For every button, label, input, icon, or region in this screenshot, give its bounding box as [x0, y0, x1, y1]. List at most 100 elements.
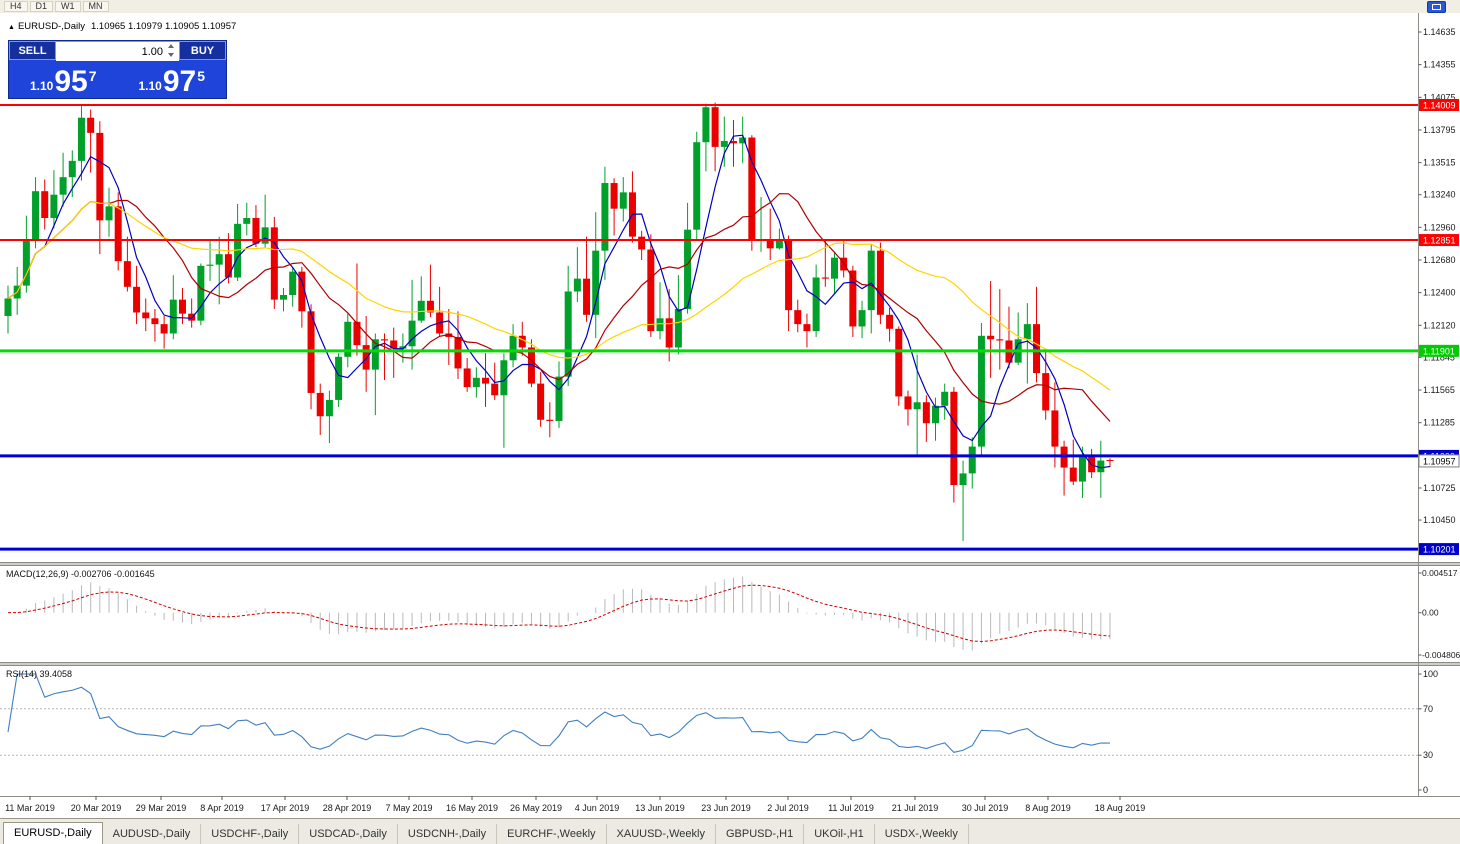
chart-tab-usdcnh-daily[interactable]: USDCNH-,Daily [398, 824, 498, 844]
volume-field [56, 41, 179, 61]
rsi-indicator-label: RSI(14) 39.4058 [6, 669, 73, 679]
svg-text:1.10450: 1.10450 [1423, 515, 1456, 525]
chart-tab-eurusd-daily[interactable]: EURUSD-,Daily [3, 822, 103, 844]
time-axis-label: 30 Jul 2019 [962, 803, 1009, 813]
svg-text:1.12120: 1.12120 [1423, 320, 1456, 330]
time-axis-label: 11 Jul 2019 [828, 803, 874, 813]
price-tag-1.14009: 1.14009 [1419, 99, 1459, 112]
sell-price-pip: 7 [88, 68, 97, 84]
chart-background [0, 13, 1460, 818]
chart-tab-ukoil-h1[interactable]: UKOil-,H1 [804, 824, 875, 844]
buy-price-big-digits: 97 [162, 65, 197, 98]
macd-scale-label: 0.00 [1422, 608, 1439, 618]
time-axis-label: 11 Mar 2019 [5, 803, 55, 813]
time-axis-label: 7 May 2019 [385, 803, 432, 813]
rsi-scale-label: 30 [1423, 750, 1433, 760]
ma-12-line [7, 193, 1111, 422]
macd-histogram [16, 576, 1111, 651]
timeframe-button-d1[interactable]: D1 [29, 1, 54, 12]
chart-ohlc-values: 1.10965 1.10979 1.10905 1.10957 [90, 21, 237, 32]
svg-text:1.10725: 1.10725 [1423, 483, 1456, 493]
macd-scale-label: 0.004517 [1422, 568, 1458, 578]
buy-price-display[interactable]: 1.10 97 5 [118, 60, 227, 98]
price-tag-1.11901: 1.11901 [1419, 344, 1459, 357]
time-axis-label: 23 Jun 2019 [701, 803, 751, 813]
buy-price-prefix: 1.10 [138, 79, 162, 93]
volume-input[interactable] [56, 43, 179, 61]
buy-price-pip: 5 [197, 68, 206, 84]
svg-text:1.12680: 1.12680 [1423, 255, 1456, 265]
chart-tab-usdchf-daily[interactable]: USDCHF-,Daily [201, 824, 300, 844]
sell-button[interactable]: SELL [9, 41, 56, 60]
timeframe-toolbar: H4 D1 W1 MN [0, 0, 1460, 14]
sell-price-display[interactable]: 1.10 95 7 [9, 60, 118, 98]
time-axis-label: 2 Jul 2019 [767, 803, 809, 813]
svg-text:1.10201: 1.10201 [1423, 545, 1456, 555]
macd-indicator-label: MACD(12,26,9) -0.002706 -0.001645 [6, 569, 155, 579]
chart-tab-gbpusd-h1[interactable]: GBPUSD-,H1 [716, 824, 805, 844]
svg-text:1.13515: 1.13515 [1423, 158, 1456, 168]
svg-text:1.12400: 1.12400 [1423, 288, 1456, 298]
ma-5-line [7, 134, 1111, 469]
volume-decrease-icon[interactable] [168, 53, 174, 57]
time-axis-label: 8 Aug 2019 [1025, 803, 1071, 813]
svg-text:1.14075: 1.14075 [1423, 92, 1456, 102]
svg-text:1.11901: 1.11901 [1423, 346, 1455, 356]
price-tag-1.12851: 1.12851 [1419, 234, 1459, 247]
time-axis[interactable]: 11 Mar 2019 20 Mar 2019 29 Mar 2019 8 Apr 2… [5, 796, 1145, 813]
one-click-collapse-arrow-icon[interactable]: ▲ [8, 24, 15, 31]
chart-tab-xauusd-weekly[interactable]: XAUUSD-,Weekly [607, 824, 716, 844]
timeframe-buttons: H4 D1 W1 MN [0, 0, 111, 13]
price-tag-1.10957: 1.10957 [1418, 454, 1460, 468]
svg-text:1.14009: 1.14009 [1423, 101, 1456, 111]
svg-text:1.13795: 1.13795 [1423, 125, 1456, 135]
rsi-scale-label: 70 [1423, 704, 1433, 714]
svg-text:1.11565: 1.11565 [1423, 385, 1455, 395]
time-axis-label: 28 Apr 2019 [323, 803, 372, 813]
time-axis-label: 18 Aug 2019 [1095, 803, 1146, 813]
time-axis-label: 17 Apr 2019 [261, 803, 310, 813]
pane-divider-0[interactable] [0, 562, 1460, 566]
chart-title: ▲ EURUSD-,Daily 1.10965 1.10979 1.10905 1.… [8, 21, 236, 32]
svg-text:1.12851: 1.12851 [1423, 236, 1456, 246]
rsi-scale-label: 100 [1423, 669, 1438, 679]
price-chart-canvas[interactable]: 1.14635 1.14355 1.14075 1.13795 1.13515 1.132… [0, 13, 1460, 818]
candles-layer [4, 102, 1114, 542]
macd-scale-label: -0.004806 [1422, 650, 1460, 660]
time-axis-label: 20 Mar 2019 [71, 803, 122, 813]
time-axis-label: 4 Jun 2019 [575, 803, 620, 813]
sell-price-big-digits: 95 [54, 65, 88, 98]
volume-increase-icon[interactable] [168, 44, 174, 48]
chart-tab-audusd-daily[interactable]: AUDUSD-,Daily [103, 824, 202, 844]
time-axis-label: 29 Mar 2019 [136, 803, 187, 813]
svg-text:1.13240: 1.13240 [1423, 190, 1456, 200]
rsi-scale-label: 0 [1423, 785, 1428, 795]
time-axis-label: 13 Jun 2019 [635, 803, 685, 813]
timeframe-button-w1[interactable]: W1 [55, 1, 81, 12]
buy-button[interactable]: BUY [179, 41, 226, 60]
time-axis-label: 26 May 2019 [510, 803, 562, 813]
window-restore-button[interactable] [1427, 1, 1446, 13]
sell-price-prefix: 1.10 [29, 79, 54, 93]
price-scale[interactable]: 1.14635 1.14355 1.14075 1.13795 1.13515 1.132… [1418, 27, 1456, 525]
svg-text:1.12960: 1.12960 [1423, 222, 1456, 232]
time-axis-label: 16 May 2019 [446, 803, 498, 813]
pane-divider-1[interactable] [0, 662, 1460, 666]
ma-30-line [7, 200, 1111, 391]
timeframe-button-mn[interactable]: MN [82, 1, 109, 12]
chart-tab-eurchf-weekly[interactable]: EURCHF-,Weekly [497, 824, 607, 844]
svg-text:1.10957: 1.10957 [1423, 456, 1456, 466]
volume-stepper [168, 44, 177, 57]
timeframe-button-h4[interactable]: H4 [4, 1, 28, 12]
time-axis-label: 21 Jul 2019 [892, 803, 939, 813]
svg-text:1.11845: 1.11845 [1423, 352, 1455, 362]
chart-tab-usdx-weekly[interactable]: USDX-,Weekly [875, 824, 969, 844]
time-axis-label: 8 Apr 2019 [200, 803, 244, 813]
chart-tab-usdcad-daily[interactable]: USDCAD-,Daily [299, 824, 398, 844]
svg-text:1.11285: 1.11285 [1423, 418, 1455, 428]
svg-text:1.14355: 1.14355 [1423, 60, 1456, 70]
chart-tabs-bar: EURUSD-,Daily AUDUSD-,Daily USDCHF-,Daily U… [0, 818, 1460, 844]
price-tag-1.10201: 1.10201 [1419, 543, 1459, 556]
